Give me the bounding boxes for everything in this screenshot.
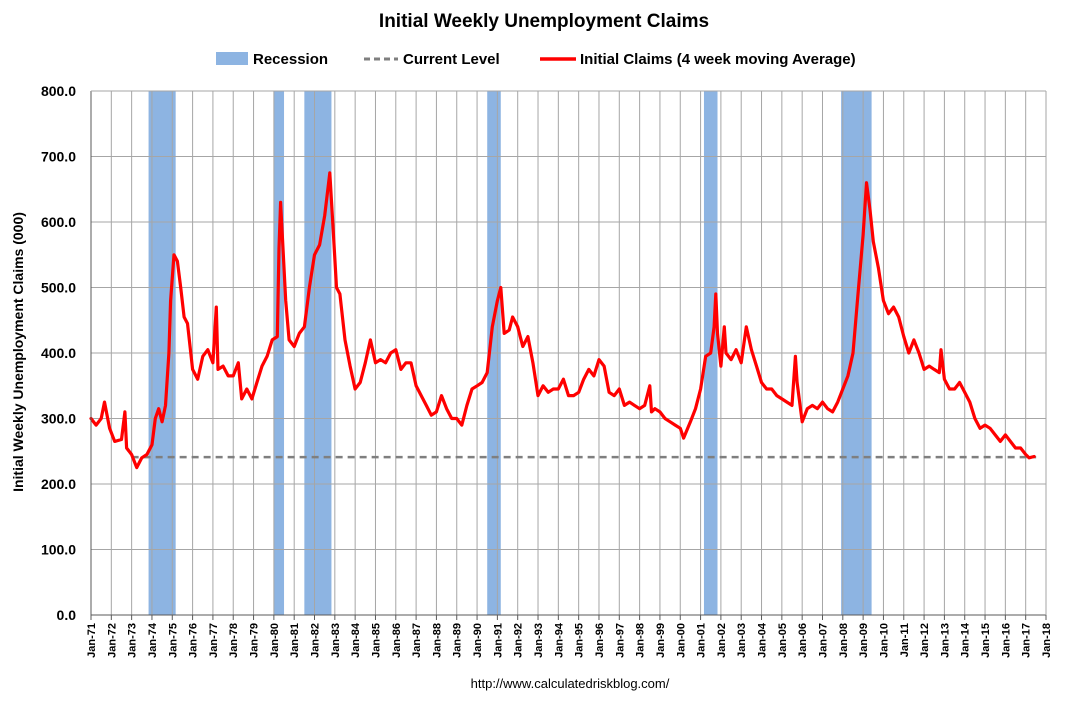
x-tick-label: Jan-98: [635, 623, 647, 658]
y-tick-label: 200.0: [41, 476, 76, 492]
x-tick-label: Jan-10: [878, 623, 890, 658]
x-tick-label: Jan-86: [391, 623, 403, 658]
x-tick-label: Jan-91: [492, 623, 504, 658]
y-axis-label: Initial Weekly Unemployment Claims (000): [10, 212, 26, 492]
x-tick-label: Jan-72: [106, 623, 118, 658]
source-url: http://www.calculatedriskblog.com/: [471, 676, 670, 691]
x-tick-label: Jan-73: [127, 623, 139, 658]
x-tick-label: Jan-96: [594, 623, 606, 658]
claims-series: [89, 171, 1036, 470]
y-tick-label: 400.0: [41, 345, 76, 361]
x-tick-label: Jan-76: [188, 623, 200, 658]
x-tick-label: Jan-97: [614, 623, 626, 658]
x-tick-label: Jan-83: [330, 623, 342, 658]
x-tick-label: Jan-75: [167, 623, 179, 658]
x-tick-label: Jan-92: [513, 623, 525, 658]
claims-series-line: [89, 171, 1036, 470]
y-tick-labels: 0.0 100.0 200.0 300.0 400.0 500.0 600.0 700.0 80…: [41, 83, 76, 623]
legend-claims-label: Initial Claims (4 week moving Average): [580, 51, 856, 68]
y-tick-label: 500.0: [41, 280, 76, 296]
x-tick-label: Jan-80: [269, 623, 281, 658]
x-tick-label: Jan-03: [736, 623, 748, 658]
x-tick-label: Jan-77: [208, 623, 220, 658]
x-tick-label: Jan-13: [939, 623, 951, 658]
legend-current-level-label: Current Level: [403, 51, 500, 68]
x-tick-label: Jan-81: [289, 623, 301, 658]
x-tick-label: Jan-12: [919, 623, 931, 658]
legend-recession-swatch: [216, 52, 248, 65]
x-tick-label: Jan-82: [310, 623, 322, 658]
x-tick-label: Jan-06: [797, 623, 809, 658]
x-tick-label: Jan-07: [818, 623, 830, 658]
x-tick-label: Jan-00: [675, 623, 687, 658]
x-tick-label: Jan-93: [533, 623, 545, 658]
y-tick-label: 100.0: [41, 542, 76, 558]
x-tick-label: Jan-89: [452, 623, 464, 658]
legend: Recession Current Level Initial Claims (…: [216, 51, 856, 68]
x-tick-label: Jan-71: [86, 623, 98, 658]
x-tick-label: Jan-99: [655, 623, 667, 658]
x-tick-label: Jan-74: [147, 622, 159, 658]
x-tick-label: Jan-84: [350, 622, 362, 658]
x-tick-label: Jan-17: [1021, 623, 1033, 658]
x-tick-label: Jan-01: [696, 623, 708, 658]
x-tick-label: Jan-04: [757, 622, 769, 658]
y-tick-label: 700.0: [41, 149, 76, 165]
y-tick-label: 0.0: [57, 607, 77, 623]
x-tick-label: Jan-88: [431, 623, 443, 658]
x-tick-label: Jan-09: [858, 623, 870, 658]
x-tick-label: Jan-02: [716, 623, 728, 658]
legend-recession-label: Recession: [253, 51, 328, 68]
x-tick-label: Jan-15: [980, 623, 992, 658]
x-tick-label: Jan-94: [553, 622, 565, 658]
x-tick-labels: Jan-71 Jan-72 Jan-73 Jan-74 Jan-75 Jan-76 Jan-…: [86, 622, 1053, 658]
x-tick-label: Jan-90: [472, 623, 484, 658]
y-tick-label: 300.0: [41, 411, 76, 427]
x-tick-label: Jan-14: [960, 622, 972, 658]
x-tick-label: Jan-78: [228, 623, 240, 658]
x-tick-label: Jan-16: [1000, 623, 1012, 658]
x-tick-label: Jan-85: [371, 623, 383, 658]
axes: [90, 90, 1047, 620]
x-tick-label: Jan-18: [1041, 623, 1053, 658]
chart-title: Initial Weekly Unemployment Claims: [379, 11, 709, 32]
x-tick-label: Jan-08: [838, 623, 850, 658]
x-tick-label: Jan-11: [899, 623, 911, 657]
x-tick-label: Jan-79: [249, 623, 261, 658]
x-tick-label: Jan-87: [411, 623, 423, 658]
gridlines: [90, 90, 1047, 616]
x-tick-label: Jan-05: [777, 623, 789, 658]
y-tick-label: 800.0: [41, 83, 76, 99]
y-tick-label: 600.0: [41, 214, 76, 230]
x-tick-label: Jan-95: [574, 623, 586, 658]
